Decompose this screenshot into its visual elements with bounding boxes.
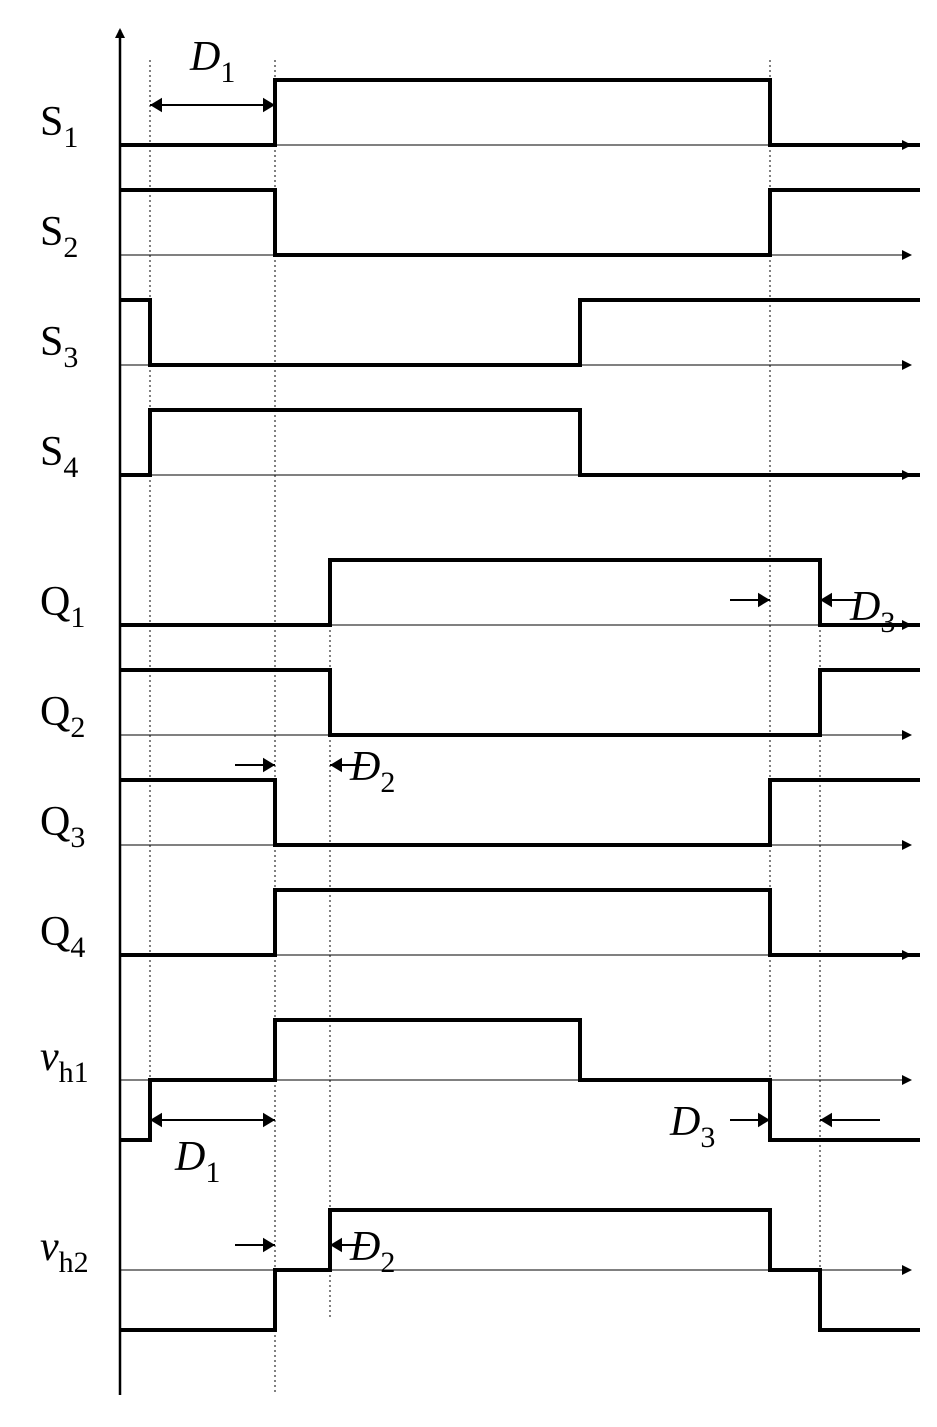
svg-text:D1: D1 [189,34,235,89]
timing-diagram: S1 S2 S3 S4 Q1 Q2 Q3 Q4 vh1 vh2 D1 D3 D2 D1 D3 D2 [20,20,917,1407]
svg-text:D3: D3 [669,1099,715,1154]
svg-text:vh2: vh2 [40,1224,89,1279]
svg-text:D2: D2 [349,1224,395,1279]
timing-svg: S1 S2 S3 S4 Q1 Q2 Q3 Q4 vh1 vh2 D1 D3 D2 D1 D3 D2 [20,20,937,1402]
svg-text:Q2: Q2 [40,689,85,744]
svg-text:D2: D2 [349,744,395,799]
svg-text:Q3: Q3 [40,799,85,854]
svg-text:S2: S2 [40,209,78,264]
svg-text:vh1: vh1 [40,1034,89,1089]
svg-text:Q4: Q4 [40,909,85,964]
svg-text:S1: S1 [40,99,78,154]
svg-text:S4: S4 [40,429,78,484]
svg-text:Q1: Q1 [40,579,85,634]
svg-text:S3: S3 [40,319,78,374]
svg-text:D1: D1 [174,1134,220,1189]
svg-text:D3: D3 [849,584,895,639]
